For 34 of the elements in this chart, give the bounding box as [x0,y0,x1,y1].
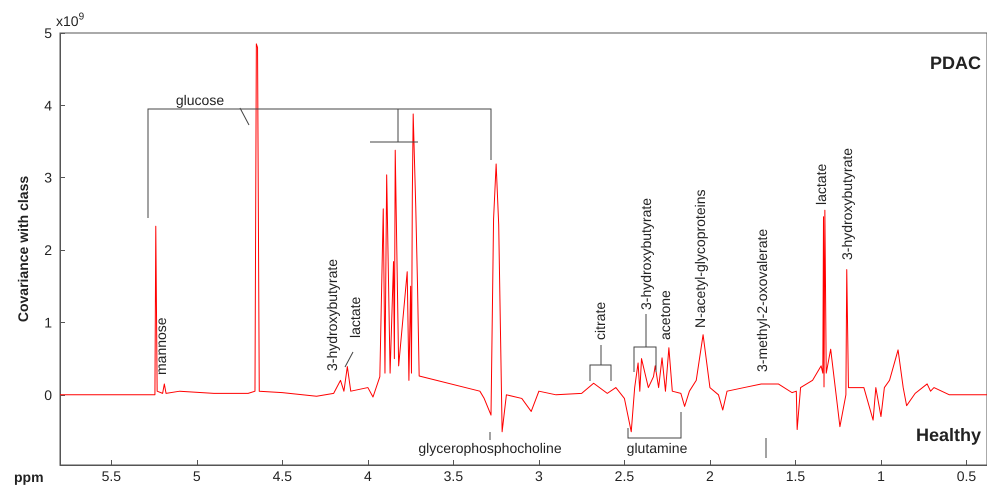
y-tick-label: 0 [44,386,52,403]
x-tick-label: 5.5 [102,468,122,484]
annotation: glutamine [626,440,688,456]
x-axis-title: ppm [14,469,44,485]
annotation: PDAC [930,53,982,73]
x-tick-label: 5 [192,468,201,484]
y-axis-title: Covariance with class [15,176,31,322]
x-tick-label: 2 [706,468,714,484]
x-tick-label: 1.5 [786,468,806,484]
annotation: 3-hydroxybutyrate [324,258,340,371]
annotation: lactate [813,164,829,205]
annotation: glycerophosphocholine [418,440,562,456]
y-tick-label: 1 [44,314,52,330]
x-tick-label: 1 [877,468,886,484]
annotation: citrate [592,302,608,340]
x-tick-label: 3.5 [444,468,464,484]
annotation: 3-hydroxybutyrate [638,198,654,310]
annotation: 3-hydroxybutyrate [839,148,855,260]
annotation: Healthy [916,425,982,445]
x-tick-label: 2.5 [614,468,634,484]
annotation: lactate [347,296,363,338]
y-tick-label: 4 [44,97,52,114]
x-tick-label: 4.5 [272,468,292,484]
annotation: N-acetyl-glycoproteins [692,190,708,328]
y-tick-label: 2 [44,242,52,258]
y-tick-label: 3 [44,170,52,186]
x-tick-label: 0.5 [956,468,976,484]
annotation: mannose [153,317,169,375]
annotation: 3-methyl-2-oxovalerate [754,228,770,372]
annotation: acetone [657,290,673,340]
annotation: glucose [176,92,224,108]
x-tick-label: 3 [534,468,543,484]
y-tick-label: 5 [44,25,52,41]
x-tick-label: 4 [364,468,372,484]
